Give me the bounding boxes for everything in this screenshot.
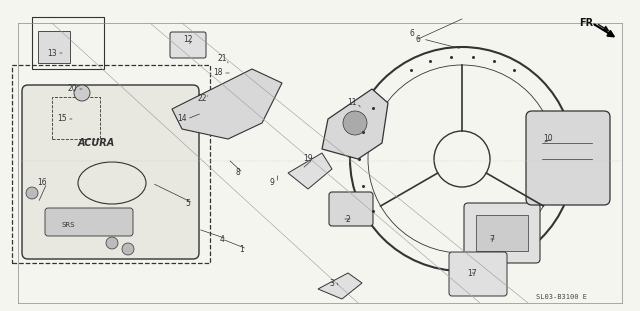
- Bar: [476, 215, 528, 251]
- Text: 4: 4: [220, 234, 225, 244]
- Polygon shape: [318, 273, 362, 299]
- Circle shape: [26, 187, 38, 199]
- Polygon shape: [172, 69, 282, 139]
- Text: 10: 10: [543, 134, 553, 143]
- Bar: [12, 65, 210, 263]
- Text: 18: 18: [213, 68, 223, 77]
- Text: 11: 11: [348, 99, 356, 108]
- Text: 9: 9: [269, 179, 275, 188]
- Text: 19: 19: [303, 155, 313, 164]
- FancyBboxPatch shape: [329, 192, 373, 226]
- Circle shape: [122, 243, 134, 255]
- Text: SRS: SRS: [62, 222, 76, 228]
- Bar: [38, 31, 70, 63]
- FancyBboxPatch shape: [464, 203, 540, 263]
- Text: 22: 22: [197, 95, 207, 104]
- Text: SL03-B3100 E: SL03-B3100 E: [536, 294, 588, 300]
- Text: 16: 16: [37, 179, 47, 188]
- Circle shape: [74, 85, 90, 101]
- Text: 6: 6: [415, 35, 420, 44]
- Text: 14: 14: [177, 114, 187, 123]
- Text: 5: 5: [186, 198, 191, 207]
- Text: 21: 21: [217, 54, 227, 63]
- FancyBboxPatch shape: [22, 85, 199, 259]
- Text: ACURA: ACURA: [78, 138, 115, 148]
- Polygon shape: [322, 89, 388, 159]
- FancyBboxPatch shape: [526, 111, 610, 205]
- FancyBboxPatch shape: [45, 208, 133, 236]
- Text: 17: 17: [467, 268, 477, 277]
- Text: 6: 6: [410, 29, 415, 38]
- Text: 8: 8: [236, 169, 241, 178]
- FancyBboxPatch shape: [449, 252, 507, 296]
- Text: 20: 20: [67, 85, 77, 94]
- Text: 7: 7: [490, 234, 495, 244]
- Text: 1: 1: [239, 244, 244, 253]
- Text: 2: 2: [346, 215, 350, 224]
- Bar: [32, 17, 104, 69]
- Circle shape: [106, 237, 118, 249]
- Text: FR.: FR.: [579, 18, 597, 28]
- Bar: [52, 97, 100, 139]
- FancyBboxPatch shape: [170, 32, 206, 58]
- Text: 12: 12: [183, 35, 193, 44]
- Polygon shape: [288, 153, 332, 189]
- Circle shape: [343, 111, 367, 135]
- Text: 15: 15: [57, 114, 67, 123]
- Text: 13: 13: [47, 49, 57, 58]
- Text: 3: 3: [330, 278, 335, 287]
